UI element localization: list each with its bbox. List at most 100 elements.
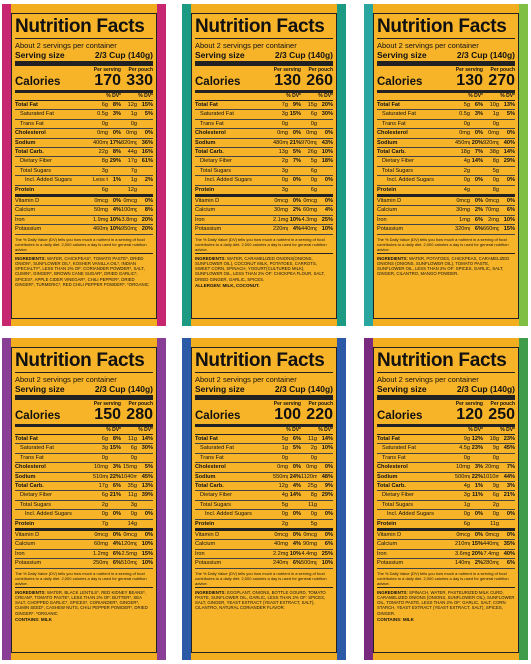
nutrient-row: Calcium 210mg15%440mg 35%: [377, 540, 515, 550]
dv-per-pouch: [137, 501, 153, 509]
calories-row: Calories 170 330: [15, 73, 153, 93]
nutrient-name: Iron: [15, 550, 25, 557]
dv-per-pouch: 2%: [144, 177, 153, 184]
amount-per-serving: 400mg: [93, 139, 108, 146]
ingredients-list: EGGPLANT, ONIONS, BOTTLE GOURD, TOMATO P…: [195, 589, 326, 611]
nutrient-row: Iron 1.2mg 6% 2.5mg 15%: [15, 550, 153, 560]
dv-per-pouch: 10%: [321, 445, 333, 452]
nutrient-name: Dietary Fiber: [20, 492, 53, 499]
amount-per-serving: 5g: [281, 501, 288, 508]
amount-per-pouch: 9g: [492, 483, 499, 490]
amount-per-serving: 6g: [101, 436, 108, 442]
serving-size-label: Serving size: [195, 50, 245, 60]
dv-per-pouch: 0%: [506, 532, 515, 539]
dv-per-serving: 4%: [112, 541, 121, 548]
amount-per-serving: 1g: [281, 445, 288, 452]
dv-per-pouch: 29%: [503, 158, 515, 165]
ingredients-text: INGREDIENTS: EGGPLANT, ONIONS, BOTTLE GO…: [195, 590, 333, 611]
dv-per-serving: 1%: [112, 177, 121, 184]
amount-per-pouch: 5g: [310, 520, 317, 527]
amount-per-serving: 460mg: [93, 226, 108, 233]
amount-per-serving: 17g: [98, 483, 108, 490]
servings-per-container: About 2 servings per container: [195, 41, 297, 50]
nutrient-name: Protein: [15, 186, 35, 193]
ingredients-list: SPINACH, WATER, PASTEURIZED MILK CURD, C…: [377, 589, 515, 616]
dv-per-serving: 7%: [474, 149, 483, 156]
nutrient-row: Total Fat 6g 8% 11g 14%: [15, 435, 153, 445]
calories-per-pouch: 330: [126, 72, 153, 89]
amount-per-serving: 3g: [281, 186, 288, 193]
calories-per-pouch: 220: [306, 406, 333, 423]
nutrient-name: Potassium: [15, 226, 42, 233]
amount-per-pouch: 0g: [310, 454, 317, 461]
amount-per-pouch: 0g: [492, 511, 499, 518]
amount-per-pouch: 0mg: [126, 130, 137, 137]
dv-per-serving: [108, 120, 121, 128]
amount-per-serving: 0mg: [459, 130, 470, 137]
nutrient-row: Total Sugars 1g 2g: [377, 501, 515, 511]
calories-label: Calories: [195, 410, 241, 422]
ingredients-text: INGREDIENTS: WATER, CARAMELIZED ONIONS(O…: [195, 256, 333, 282]
accent-stripe-right: [337, 338, 346, 660]
serving-size-label: Serving size: [15, 384, 65, 394]
nutrient-row: Trans Fat 0g 0g: [195, 454, 333, 464]
dv-serving-label: % DV*: [286, 427, 301, 433]
nutrition-label: Nutrition Facts About 2 servings per cont…: [373, 347, 519, 653]
dv-serving-label: % DV*: [106, 427, 121, 433]
ingredients-label: INGREDIENTS:: [377, 589, 409, 595]
nutrition-panel: Nutrition Facts About 2 servings per cont…: [364, 4, 528, 326]
amount-per-serving: 3g: [463, 492, 470, 499]
amount-per-pouch: 500mg: [301, 560, 317, 567]
amount-per-serving: 30mg: [456, 207, 470, 214]
amount-per-pouch: 7g: [130, 167, 137, 174]
dv-per-pouch: 10%: [321, 226, 333, 233]
dv-per-serving: 6%: [292, 560, 301, 567]
nutrient-name: Iron: [377, 216, 387, 223]
dv-serving-label: % DV*: [286, 93, 301, 99]
dv-per-serving: 4%: [292, 541, 301, 548]
dv-pouch-label: % DV*: [500, 427, 515, 433]
per-serving-header: Per serving: [273, 401, 301, 407]
dv-per-pouch: 0%: [324, 511, 333, 518]
nutrient-row: Calcium 50mg 4% 100mg 8%: [15, 206, 153, 216]
amount-per-pouch: 8g: [492, 158, 499, 165]
nutrient-name: Trans Fat: [200, 120, 224, 127]
amount-per-serving: 7g: [281, 102, 288, 108]
amount-per-pouch: 3.8mg: [121, 216, 137, 223]
dv-per-serving: 15%: [109, 445, 121, 452]
amount-per-serving: 30mg: [274, 207, 288, 214]
nutrient-name: Total Sugars: [200, 501, 232, 508]
nutrient-row: Dietary Fiber 8g 29% 17g 61%: [15, 157, 153, 167]
dv-serving-label: % DV*: [106, 93, 121, 99]
dv-per-pouch: 10%: [503, 216, 515, 223]
nutrient-row: Potassium 140mg 2%280mg 6%: [377, 559, 515, 569]
dv-per-pouch: 40%: [503, 550, 515, 557]
amount-per-serving: 2g: [101, 501, 108, 508]
amount-per-pouch: 1g: [492, 111, 499, 118]
serving-size-label: Serving size: [195, 384, 245, 394]
accent-stripe-right: [337, 4, 346, 326]
column-headers: Per serving Per pouch: [15, 400, 153, 407]
dv-spacer: [195, 93, 273, 100]
calories-row: Calories 130 260: [195, 73, 333, 93]
dv-per-pouch: [499, 167, 515, 175]
dv-per-pouch: 0%: [144, 130, 153, 137]
dv-per-serving: 23%: [471, 445, 483, 452]
nutrient-row: Total Sugars 2g 3g: [15, 501, 153, 511]
dv-per-pouch: [499, 186, 515, 194]
amount-per-serving: 0mcg: [456, 532, 470, 539]
servings-per-container: About 2 servings per container: [15, 375, 117, 384]
dv-per-pouch: 0%: [324, 532, 333, 539]
amount-per-serving: 500mg: [455, 473, 470, 480]
daily-value-footnote: The % Daily Value (DV) tells you how muc…: [195, 571, 333, 588]
amount-per-pouch: 510mg: [121, 560, 137, 567]
nutrient-row: Trans Fat 0g 0g: [195, 120, 333, 130]
amount-per-serving: Less than 1g: [93, 177, 108, 184]
calories-per-pouch: 280: [126, 406, 153, 423]
dv-per-serving: 0%: [292, 130, 301, 137]
header-spacer: [377, 67, 455, 73]
dv-per-serving: 7%: [292, 158, 301, 165]
dv-per-serving: 4%: [292, 226, 301, 233]
amount-per-pouch: 5g: [492, 167, 499, 174]
nutrient-name: Total Fat: [15, 436, 38, 442]
